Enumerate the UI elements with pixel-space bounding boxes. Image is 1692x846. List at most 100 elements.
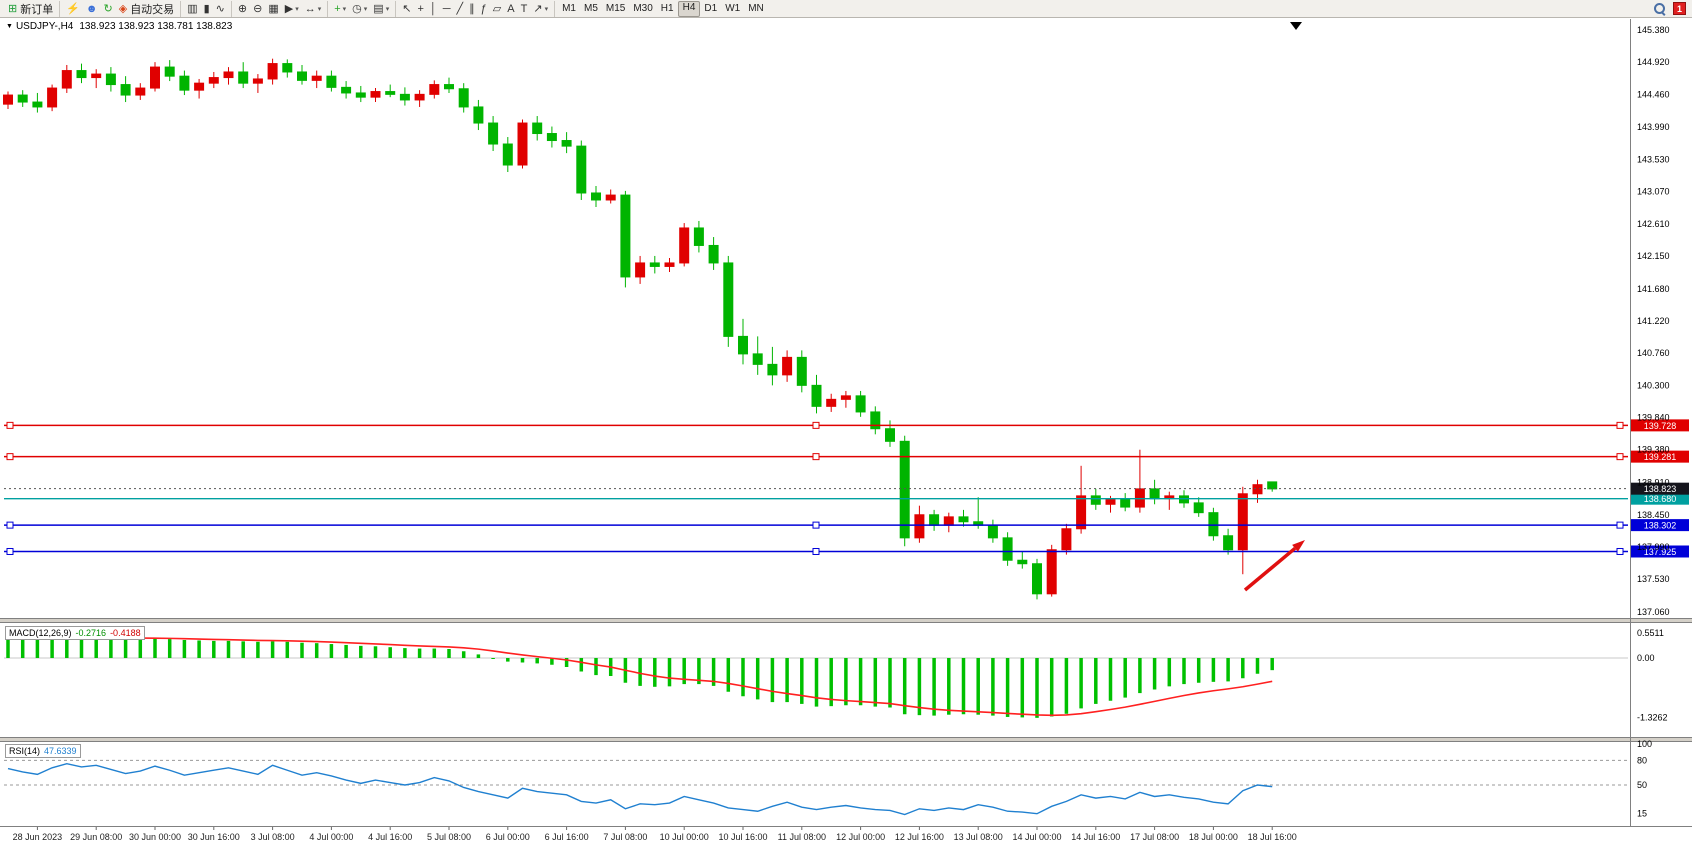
auto-trading-button[interactable]: ◈ 自动交易: [116, 1, 177, 17]
panel-separator[interactable]: [0, 737, 1692, 742]
timeframe-w1[interactable]: W1: [725, 2, 741, 14]
window-menu-icon[interactable]: ▼: [6, 23, 13, 30]
vertical-line-icon: │: [429, 2, 437, 15]
svg-text:17 Jul 08:00: 17 Jul 08:00: [1130, 832, 1179, 842]
horizontal-line[interactable]: 139.281: [4, 450, 1689, 463]
toolbar-group: ⊞ 新订单: [2, 0, 61, 17]
tile-windows-icon[interactable]: ▦: [265, 1, 281, 17]
time-axis[interactable]: 28 Jun 2023 29 Jun 08:00 30 Jun 00:00 30 Ju…: [13, 827, 1297, 842]
shapes-icon[interactable]: ▱: [490, 1, 504, 17]
line-handle[interactable]: [812, 547, 820, 555]
horizontal-line[interactable]: 137.925: [4, 545, 1689, 558]
channel-icon: ∥: [469, 2, 475, 15]
svg-text:14 Jul 00:00: 14 Jul 00:00: [1012, 832, 1061, 842]
tile-windows-icon: ▦: [268, 2, 279, 15]
macd-main-value: -0.2716: [75, 628, 107, 638]
svg-text:139.281: 139.281: [1644, 452, 1677, 462]
svg-text:141.220: 141.220: [1637, 316, 1670, 326]
refresh-icon[interactable]: ↻: [101, 1, 116, 17]
svg-text:139.380: 139.380: [1637, 445, 1670, 455]
zoom-in-icon[interactable]: ⊕: [235, 1, 250, 17]
line-handle[interactable]: [1616, 521, 1624, 529]
text-icon[interactable]: A: [504, 1, 517, 17]
search-icon[interactable]: [1653, 2, 1666, 15]
line-handle[interactable]: [6, 547, 14, 555]
svg-text:139.728: 139.728: [1644, 421, 1677, 431]
channel-icon[interactable]: ∥: [466, 1, 478, 17]
dropdown-arrow-icon[interactable]: ▾: [342, 5, 347, 13]
new-order-icon: ⊞: [8, 2, 18, 15]
line-handle[interactable]: [812, 421, 820, 429]
line-handle[interactable]: [6, 421, 14, 429]
candles-chart-icon: ▮: [203, 2, 210, 15]
notification-badge[interactable]: 1: [1673, 2, 1686, 15]
auto-scroll-icon: ▶: [284, 2, 294, 15]
line-chart-icon[interactable]: ∿: [213, 1, 228, 17]
bars-chart-icon[interactable]: ▥: [184, 1, 200, 17]
toolbar-group: ↖ + │ ─ ╱ ∥ ƒ ▱ A T ↗ ▾: [396, 0, 556, 17]
timeframe-h4[interactable]: H4: [677, 0, 701, 17]
cursor-icon[interactable]: ↖: [399, 1, 414, 17]
trend-arrow-annotation[interactable]: [1243, 540, 1305, 592]
timeframe-m30[interactable]: M30: [633, 2, 653, 14]
vertical-line-icon[interactable]: │: [427, 1, 440, 17]
indicators-icon[interactable]: + ▾: [331, 1, 349, 17]
panel-separator[interactable]: [0, 618, 1692, 623]
chart-symbol-header[interactable]: ▼ USDJPY-,H4 138.923 138.923 138.781 138.8…: [6, 21, 232, 32]
svg-text:140.760: 140.760: [1637, 348, 1670, 358]
timeframe-m5[interactable]: M5: [583, 2, 598, 14]
trendline-icon[interactable]: ╱: [454, 1, 467, 17]
crosshair-icon: +: [417, 2, 424, 15]
line-handle[interactable]: [1616, 453, 1624, 461]
templates-icon[interactable]: ▤ ▾: [370, 1, 392, 17]
arrows-icon: ↗: [533, 2, 543, 15]
timeframe-mn[interactable]: MN: [748, 2, 764, 14]
fibonacci-icon[interactable]: ƒ: [478, 1, 490, 17]
horizontal-line[interactable]: 138.680: [4, 492, 1689, 505]
dropdown-arrow-icon[interactable]: ▾: [363, 5, 368, 13]
line-handle[interactable]: [1616, 421, 1624, 429]
dropdown-arrow-icon[interactable]: ▾: [295, 5, 299, 13]
candles-chart-icon[interactable]: ▮: [201, 1, 213, 17]
svg-text:7 Jul 08:00: 7 Jul 08:00: [603, 832, 647, 842]
svg-text:6 Jul 00:00: 6 Jul 00:00: [486, 832, 530, 842]
line-handle[interactable]: [812, 453, 820, 461]
market-watch-icon[interactable]: ☻: [83, 1, 101, 17]
templates-icon: ▤: [373, 2, 384, 15]
timeframe-h1[interactable]: H1: [660, 2, 674, 14]
dropdown-arrow-icon[interactable]: ▾: [544, 5, 549, 13]
price-scale[interactable]: 145.380 144.920 144.460 143.990 143.530 143.0…: [1637, 25, 1670, 819]
svg-text:100: 100: [1637, 739, 1652, 749]
horizontal-line[interactable]: 139.728: [4, 419, 1689, 432]
new-order-button[interactable]: ⊞ 新订单: [5, 1, 56, 17]
arrows-icon[interactable]: ↗ ▾: [530, 1, 551, 17]
candlestick-series[interactable]: [3, 58, 1278, 600]
charts-icon[interactable]: ⚡: [63, 1, 83, 17]
svg-text:137.925: 137.925: [1644, 547, 1677, 557]
macd-indicator-label[interactable]: MACD(12,26,9) -0.2716 -0.4188: [5, 626, 145, 640]
line-handle[interactable]: [6, 453, 14, 461]
horizontal-line[interactable]: 138.302: [4, 519, 1689, 532]
line-handle[interactable]: [1616, 547, 1624, 555]
svg-text:138.450: 138.450: [1637, 510, 1670, 520]
dropdown-arrow-icon[interactable]: ▾: [385, 5, 390, 13]
dropdown-arrow-icon[interactable]: ▾: [317, 5, 322, 13]
timeframe-m1[interactable]: M1: [562, 2, 576, 14]
horizontal-line-icon[interactable]: ─: [440, 1, 454, 17]
svg-text:144.460: 144.460: [1637, 89, 1670, 99]
periods-icon[interactable]: ◷ ▾: [349, 1, 370, 17]
zoom-out-icon[interactable]: ⊖: [250, 1, 265, 17]
chart-shift-icon[interactable]: ↔ ▾: [302, 1, 325, 17]
timeframe-d1[interactable]: D1: [704, 2, 718, 14]
chart-shift-marker[interactable]: [1290, 22, 1302, 30]
line-handle[interactable]: [6, 521, 14, 529]
timeframe-m15[interactable]: M15: [605, 2, 626, 14]
rsi-indicator-label[interactable]: RSI(14) 47.6339: [5, 744, 81, 758]
label-icon[interactable]: T: [518, 1, 531, 17]
auto-scroll-icon[interactable]: ▶ ▾: [282, 1, 302, 17]
rsi-line: [7, 762, 1273, 816]
svg-text:143.070: 143.070: [1637, 187, 1670, 197]
line-handle[interactable]: [812, 521, 820, 529]
crosshair-icon[interactable]: +: [414, 1, 426, 17]
